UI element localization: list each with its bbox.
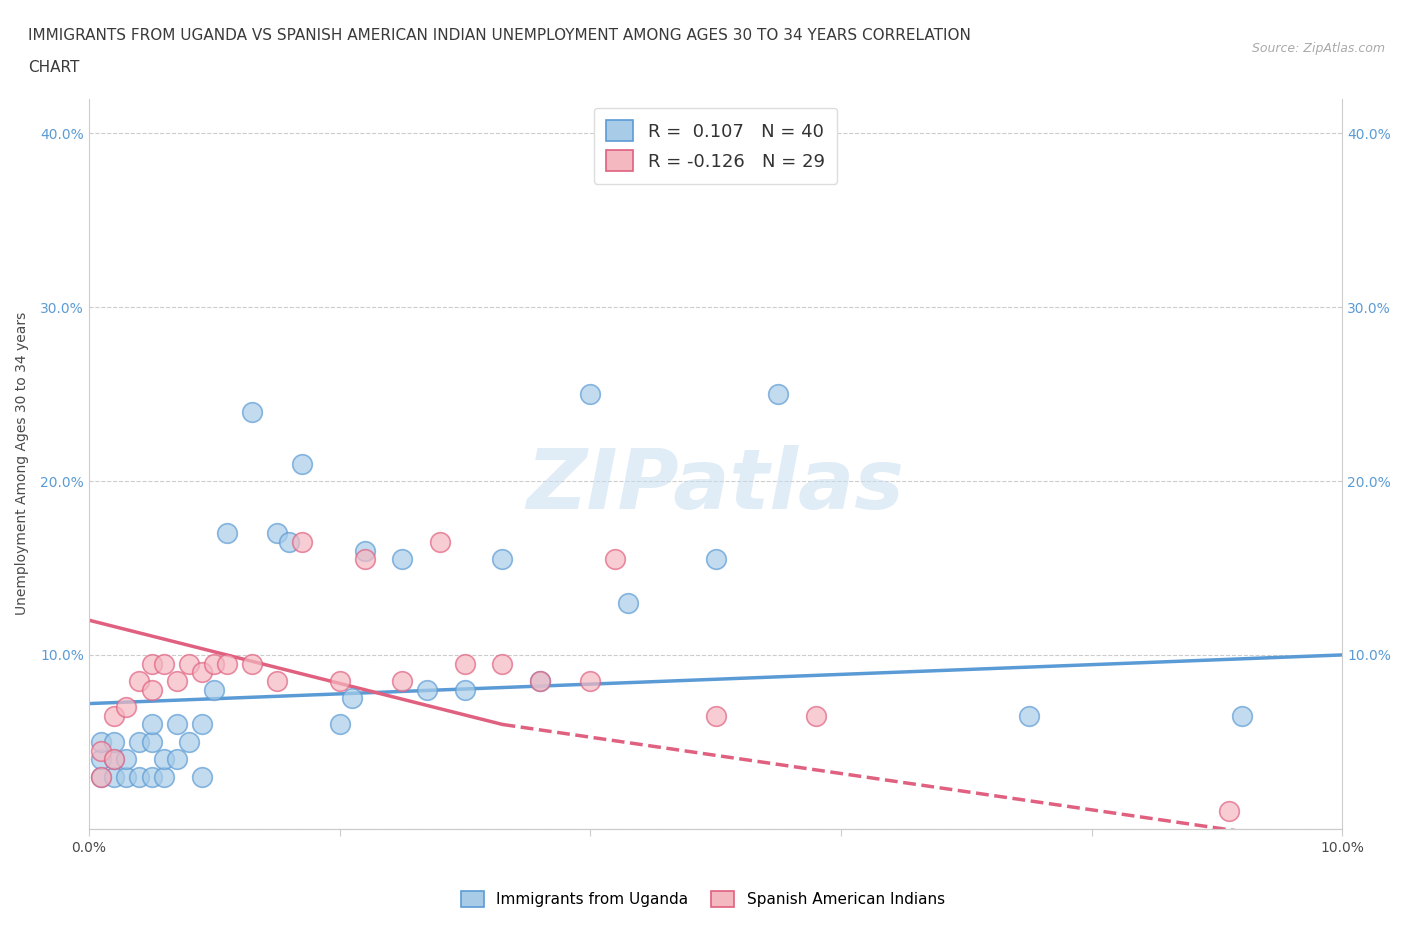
Point bbox=[704, 709, 727, 724]
Point bbox=[153, 769, 176, 784]
Point bbox=[328, 717, 350, 732]
Point bbox=[454, 657, 477, 671]
Point bbox=[141, 717, 163, 732]
Point bbox=[454, 683, 477, 698]
Point bbox=[153, 751, 176, 766]
Point bbox=[291, 457, 314, 472]
Point bbox=[579, 673, 602, 688]
Point bbox=[1018, 709, 1040, 724]
Text: IMMIGRANTS FROM UGANDA VS SPANISH AMERICAN INDIAN UNEMPLOYMENT AMONG AGES 30 TO : IMMIGRANTS FROM UGANDA VS SPANISH AMERIC… bbox=[28, 28, 972, 43]
Point bbox=[103, 751, 125, 766]
Point bbox=[103, 769, 125, 784]
Point bbox=[179, 657, 201, 671]
Point bbox=[291, 535, 314, 550]
Point bbox=[529, 673, 551, 688]
Point bbox=[141, 683, 163, 698]
Point bbox=[90, 735, 112, 750]
Point bbox=[353, 551, 375, 566]
Point bbox=[103, 709, 125, 724]
Legend: Immigrants from Uganda, Spanish American Indians: Immigrants from Uganda, Spanish American… bbox=[456, 884, 950, 913]
Point bbox=[804, 709, 827, 724]
Point bbox=[278, 535, 301, 550]
Point bbox=[328, 673, 350, 688]
Point bbox=[90, 743, 112, 758]
Point bbox=[491, 551, 513, 566]
Point bbox=[190, 717, 212, 732]
Point bbox=[128, 673, 150, 688]
Point bbox=[215, 657, 238, 671]
Point bbox=[1218, 804, 1240, 818]
Point bbox=[153, 657, 176, 671]
Point bbox=[141, 769, 163, 784]
Point bbox=[266, 673, 288, 688]
Point bbox=[190, 769, 212, 784]
Point bbox=[103, 735, 125, 750]
Point bbox=[429, 535, 451, 550]
Point bbox=[115, 699, 138, 714]
Point bbox=[605, 551, 627, 566]
Point bbox=[166, 717, 188, 732]
Point bbox=[202, 657, 225, 671]
Point bbox=[529, 673, 551, 688]
Point bbox=[353, 543, 375, 558]
Point bbox=[103, 751, 125, 766]
Point bbox=[215, 525, 238, 540]
Y-axis label: Unemployment Among Ages 30 to 34 years: Unemployment Among Ages 30 to 34 years bbox=[15, 312, 30, 616]
Point bbox=[115, 751, 138, 766]
Point bbox=[179, 735, 201, 750]
Point bbox=[128, 735, 150, 750]
Point bbox=[391, 551, 413, 566]
Point bbox=[166, 751, 188, 766]
Point bbox=[202, 683, 225, 698]
Point bbox=[391, 673, 413, 688]
Point bbox=[704, 551, 727, 566]
Point bbox=[141, 657, 163, 671]
Point bbox=[90, 769, 112, 784]
Point bbox=[416, 683, 439, 698]
Point bbox=[1230, 709, 1253, 724]
Point bbox=[115, 769, 138, 784]
Point bbox=[141, 735, 163, 750]
Point bbox=[240, 657, 263, 671]
Point bbox=[340, 691, 363, 706]
Point bbox=[579, 387, 602, 402]
Point bbox=[240, 405, 263, 419]
Point bbox=[266, 525, 288, 540]
Point bbox=[491, 657, 513, 671]
Point bbox=[190, 665, 212, 680]
Point bbox=[768, 387, 790, 402]
Point bbox=[617, 595, 640, 610]
Point bbox=[90, 751, 112, 766]
Text: CHART: CHART bbox=[28, 60, 80, 75]
Point bbox=[128, 769, 150, 784]
Text: ZIPatlas: ZIPatlas bbox=[527, 445, 904, 526]
Text: Source: ZipAtlas.com: Source: ZipAtlas.com bbox=[1251, 42, 1385, 55]
Point bbox=[166, 673, 188, 688]
Legend: R =  0.107   N = 40, R = -0.126   N = 29: R = 0.107 N = 40, R = -0.126 N = 29 bbox=[593, 108, 838, 184]
Point bbox=[90, 769, 112, 784]
